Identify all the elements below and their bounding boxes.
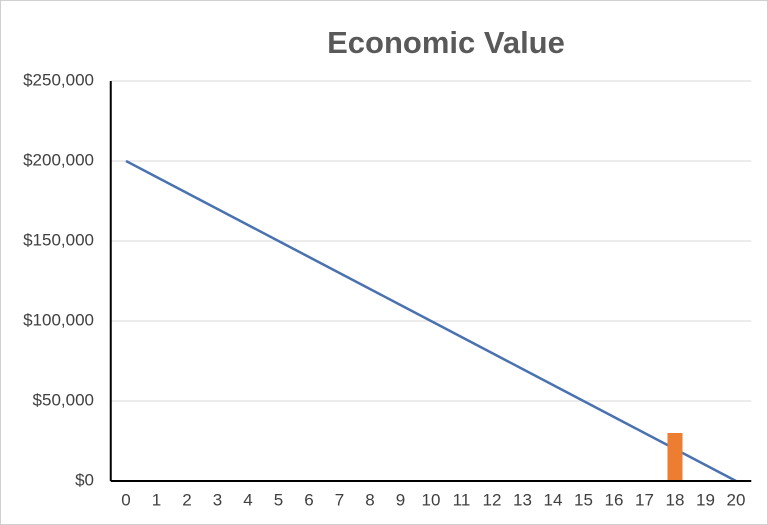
x-tick-label: 19 <box>696 490 715 509</box>
y-tick-label: $0 <box>75 470 94 489</box>
x-tick-label: 5 <box>274 490 283 509</box>
x-tick-label: 2 <box>182 490 191 509</box>
x-tick-label: 12 <box>483 490 502 509</box>
x-tick-label: 15 <box>574 490 593 509</box>
x-tick-label: 20 <box>727 490 746 509</box>
bar <box>667 433 683 481</box>
x-tick-label: 17 <box>635 490 654 509</box>
x-tick-label: 8 <box>365 490 374 509</box>
x-tick-label: 6 <box>304 490 313 509</box>
x-tick-label: 14 <box>544 490 563 509</box>
y-tick-label: $250,000 <box>23 70 94 89</box>
line <box>125 159 737 483</box>
x-tick-label: 18 <box>666 490 685 509</box>
chart-title: Economic Value <box>327 25 565 60</box>
x-tick-label: 0 <box>121 490 130 509</box>
y-tick-label: $200,000 <box>23 150 94 169</box>
x-tick-label: 13 <box>513 490 532 509</box>
x-tick-label: 1 <box>152 490 161 509</box>
x-tick-label: 4 <box>243 490 252 509</box>
y-tick-label: $150,000 <box>23 230 94 249</box>
x-tick-label: 7 <box>335 490 344 509</box>
x-tick-label: 10 <box>422 490 441 509</box>
x-tick-label: 9 <box>396 490 405 509</box>
y-tick-label: $100,000 <box>23 310 94 329</box>
x-tick-label: 11 <box>453 490 471 509</box>
x-tick-label: 3 <box>213 490 222 509</box>
x-tick-label: 16 <box>605 490 624 509</box>
y-tick-label: $50,000 <box>33 390 94 409</box>
